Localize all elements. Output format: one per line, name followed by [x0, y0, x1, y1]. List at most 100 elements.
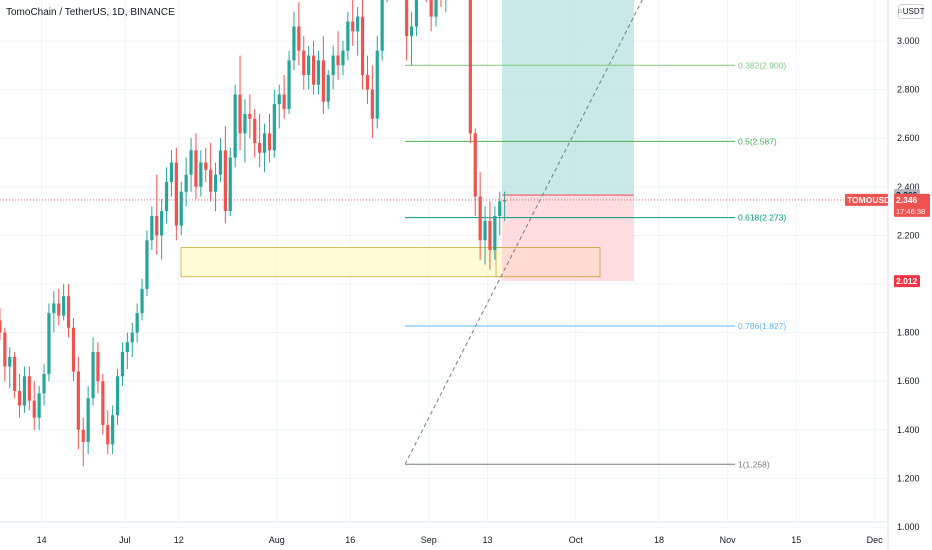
- candle-body: [409, 26, 414, 37]
- bar-countdown-text: 17:46:38: [896, 207, 925, 216]
- candle-body: [86, 398, 90, 442]
- candle-body: [32, 400, 36, 418]
- candle: [365, 55, 370, 105]
- candle-body: [429, 0, 433, 17]
- candle-body: [297, 26, 301, 51]
- candle-body: [57, 303, 61, 316]
- candle-body: [96, 352, 100, 382]
- symbol-tag-bg: [845, 193, 888, 206]
- candle-body: [351, 21, 355, 32]
- stop-price-tag-bg: [894, 275, 920, 288]
- candle-body: [184, 174, 188, 192]
- candle-body: [66, 296, 71, 328]
- candle-body: [37, 393, 41, 418]
- candle: [258, 113, 262, 168]
- candle-body: [209, 169, 213, 192]
- candle: [409, 11, 414, 66]
- candle-body: [213, 174, 218, 192]
- candle: [223, 126, 227, 224]
- fib-level-label: 0.618(2.273): [738, 213, 786, 223]
- price-tick-label: 1.000: [897, 522, 920, 532]
- candle-body: [101, 381, 105, 425]
- candle: [503, 191, 507, 221]
- candle-body: [370, 89, 374, 119]
- candle-body: [150, 215, 154, 241]
- candle: [209, 143, 213, 202]
- candle: [179, 181, 183, 236]
- candle-body: [243, 113, 247, 134]
- candle-body: [341, 50, 345, 66]
- candle-body: [204, 162, 208, 170]
- candle-body: [106, 424, 110, 445]
- candle: [125, 332, 129, 370]
- candle: [184, 157, 188, 207]
- candle: [272, 89, 276, 158]
- candle-body: [135, 313, 139, 333]
- fibonacci-retracement[interactable]: 0(3.915)0.236(3.288)0.382(2.900)0.5(2.58…: [404, 0, 786, 469]
- candlestick-series: [0, 0, 888, 467]
- candle-body: [160, 211, 164, 236]
- candle: [414, 0, 419, 37]
- candle-body: [218, 150, 223, 175]
- fib-level-label: 0.5(2.587): [738, 136, 777, 146]
- candle: [468, 0, 472, 144]
- candle: [81, 417, 85, 467]
- currency-selector[interactable]: ⌂ USDT: [898, 4, 925, 19]
- candle: [316, 50, 321, 95]
- candle-body: [267, 133, 272, 151]
- candle: [111, 405, 115, 455]
- candle: [302, 36, 306, 90]
- time-tick-label: Oct: [569, 535, 584, 545]
- time-tick-label: 12: [174, 535, 184, 545]
- current-price-tag: TOMOUSDT 2.346 17:46:38: [845, 193, 930, 217]
- candle-body: [71, 327, 76, 372]
- candle-body: [287, 60, 291, 110]
- candle: [130, 322, 134, 357]
- candle: [150, 206, 154, 250]
- candle: [493, 206, 497, 260]
- fib-level-label: 0.786(1.827): [738, 321, 786, 331]
- candle: [262, 123, 267, 173]
- fib-level-label: 0.382(2.900): [738, 60, 786, 70]
- candle: [311, 41, 316, 95]
- price-tick-label: 2.600: [897, 133, 920, 143]
- candle-body: [174, 162, 178, 226]
- fib-level-label: 1(1.258): [738, 459, 770, 469]
- candle: [287, 50, 291, 114]
- current-price-text: 2.346: [896, 195, 918, 205]
- candle: [47, 303, 51, 382]
- candle-body: [91, 352, 95, 399]
- candle-body: [262, 133, 267, 153]
- candle: [351, 0, 355, 46]
- candle: [164, 167, 169, 224]
- candle-body: [194, 150, 198, 187]
- candle-body: [248, 113, 252, 119]
- candle: [27, 366, 31, 411]
- candle-body: [326, 75, 330, 102]
- candle-body: [292, 26, 296, 61]
- candle: [106, 410, 110, 455]
- candle-body: [468, 0, 472, 134]
- candle: [52, 291, 56, 333]
- candle-body: [277, 94, 281, 105]
- price-tick-label: 2.800: [897, 85, 920, 95]
- candle-body: [365, 75, 370, 90]
- candle: [243, 99, 247, 163]
- candle-body: [233, 94, 237, 158]
- candle: [405, 0, 409, 61]
- candle: [155, 174, 159, 255]
- candle-body: [81, 429, 85, 442]
- candle: [213, 162, 218, 212]
- candle: [96, 342, 100, 394]
- current-price-bg: [894, 193, 930, 217]
- symbol-tag-text: TOMOUSDT: [847, 195, 896, 205]
- time-tick-label: Aug: [269, 535, 285, 545]
- candle-body: [189, 150, 193, 175]
- time-axis[interactable]: 14 Jul 12 Aug 16 Sep 13 Oct 18 Nov 15 Dec: [0, 521, 888, 545]
- candle: [145, 230, 149, 297]
- candle-body: [272, 104, 276, 151]
- price-axis[interactable]: 1.0001.2001.4001.6001.8002.0002.2002.400…: [887, 0, 920, 550]
- candle: [22, 366, 27, 413]
